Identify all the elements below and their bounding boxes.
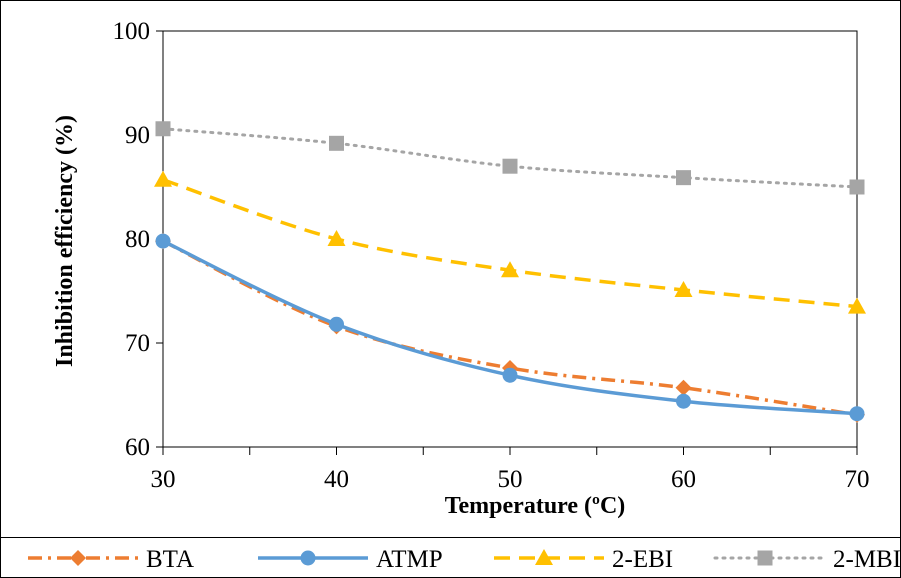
data-point: [676, 170, 691, 185]
y-tick-label: 60: [125, 434, 150, 461]
x-tick-label: 50: [498, 466, 523, 493]
y-tick-label: 70: [125, 330, 150, 357]
legend-label: BTA: [146, 546, 194, 573]
data-point: [156, 121, 171, 136]
y-tick-label: 100: [113, 18, 151, 45]
data-point: [503, 159, 518, 174]
legend-label: 2-MBI: [833, 546, 901, 573]
legend-label: 2-EBI: [612, 546, 673, 573]
legend-marker: [301, 551, 316, 566]
y-tick-label: 90: [125, 122, 150, 149]
data-point: [850, 406, 865, 421]
x-tick-label: 60: [671, 466, 696, 493]
plot-area: [163, 31, 857, 447]
legend-label: ATMP: [376, 546, 443, 573]
x-tick-label: 70: [845, 466, 870, 493]
legend-marker: [758, 551, 773, 566]
y-tick-label: 80: [125, 226, 150, 253]
data-point: [329, 136, 344, 151]
x-tick-label: 40: [324, 466, 349, 493]
data-point: [503, 368, 518, 383]
data-point: [156, 234, 171, 249]
x-tick-label: 30: [151, 466, 176, 493]
data-point: [329, 317, 344, 332]
data-point: [850, 180, 865, 195]
data-point: [676, 394, 691, 409]
x-axis-title: Temperature (ºC): [445, 493, 626, 519]
y-axis-title: Inhibition efficiency (%): [52, 115, 78, 367]
